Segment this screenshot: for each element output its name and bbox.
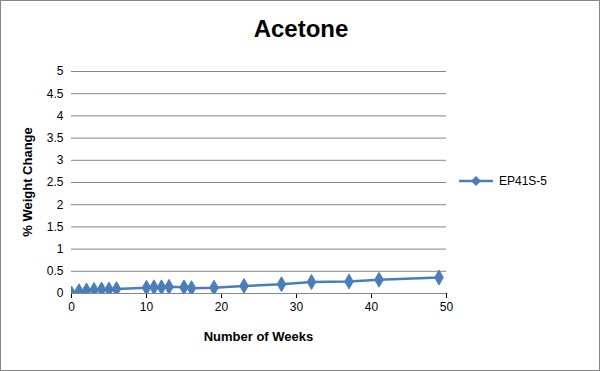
svg-text:40: 40 xyxy=(365,300,379,314)
svg-text:1.5: 1.5 xyxy=(47,220,64,234)
svg-text:3: 3 xyxy=(57,153,64,167)
svg-text:20: 20 xyxy=(215,300,229,314)
svg-text:10: 10 xyxy=(140,300,154,314)
svg-text:0: 0 xyxy=(68,300,75,314)
html-text:EP41S-5: EP41S-5 xyxy=(499,174,547,188)
svg-text:0: 0 xyxy=(57,286,64,300)
html-text:Acetone: Acetone xyxy=(253,15,349,42)
svg-text:5: 5 xyxy=(57,64,64,78)
svg-text:30: 30 xyxy=(290,300,304,314)
svg-text:2.5: 2.5 xyxy=(47,175,64,189)
svg-text:50: 50 xyxy=(440,300,454,314)
svg-text:4: 4 xyxy=(57,109,64,123)
svg-text:1: 1 xyxy=(57,242,64,256)
svg-text:0.5: 0.5 xyxy=(47,264,64,278)
svg-text:3.5: 3.5 xyxy=(47,131,64,145)
html-text:% Weight Change: % Weight Change xyxy=(19,127,35,237)
svg-text:4.5: 4.5 xyxy=(47,87,64,101)
html-text:Number of Weeks: Number of Weeks xyxy=(203,329,314,344)
svg-text:2: 2 xyxy=(57,198,64,212)
